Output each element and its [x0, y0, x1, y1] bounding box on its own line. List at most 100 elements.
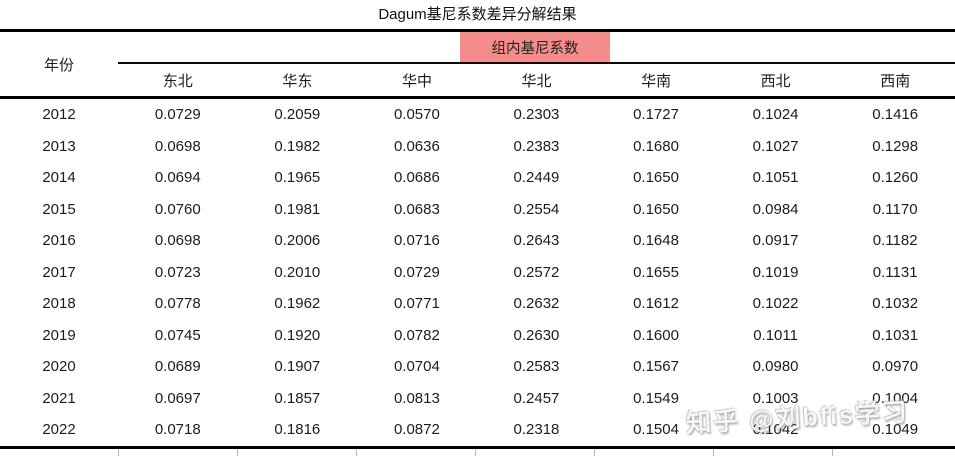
- value-cell: 0.0718: [154, 421, 201, 439]
- value-cell: 0.0683: [393, 200, 440, 218]
- table-row: 2018 0.0778 0.1962 0.0771 0.2632 0.1612 0.1022…: [0, 288, 955, 320]
- value-cell: 0.0745: [154, 326, 201, 344]
- year-cell: 2016: [42, 232, 76, 250]
- column-divider-tick: [832, 449, 833, 456]
- value-cell: 0.1549: [633, 389, 679, 407]
- year-cell: 2014: [42, 169, 76, 187]
- table-row: 2014 0.0694 0.1965 0.0686 0.2449 0.1650 0.1051…: [0, 162, 955, 194]
- year-cell: 2012: [42, 106, 76, 124]
- value-cell: 0.0917: [752, 232, 799, 250]
- value-cell: 0.0686: [393, 169, 440, 187]
- value-cell: 0.2303: [513, 106, 560, 124]
- table-row: 2012 0.0729 0.2059 0.0570 0.2303 0.1727 0.1024…: [0, 99, 955, 131]
- year-cell: 2019: [42, 326, 76, 344]
- region-header-huabei: 华北: [521, 72, 552, 90]
- value-cell: 0.2630: [513, 326, 560, 344]
- value-cell: 0.1920: [274, 326, 321, 344]
- region-header-xinan: 西南: [880, 72, 911, 90]
- group-gini-badge: 组内基尼系数: [460, 32, 610, 62]
- year-cell: 2013: [42, 137, 76, 155]
- value-cell: 0.1981: [274, 200, 321, 218]
- value-cell: 0.1003: [752, 389, 799, 407]
- column-divider-tick: [237, 449, 238, 456]
- value-cell: 0.2554: [513, 200, 560, 218]
- value-cell: 0.0689: [154, 358, 201, 376]
- value-cell: 0.1182: [872, 232, 918, 250]
- value-cell: 0.1648: [633, 232, 679, 250]
- value-cell: 0.0729: [393, 263, 440, 281]
- region-header-dongbei: 东北: [162, 72, 193, 90]
- top-rule: [0, 29, 955, 32]
- value-cell: 0.1965: [274, 169, 321, 187]
- value-cell: 0.1131: [872, 263, 918, 281]
- value-cell: 0.1011: [753, 326, 798, 344]
- table-row: 2021 0.0697 0.1857 0.0813 0.2457 0.1549 0.1003…: [0, 383, 955, 415]
- bottom-rule: [0, 446, 955, 449]
- value-cell: 0.0716: [393, 232, 440, 250]
- value-cell: 0.0698: [154, 232, 201, 250]
- value-cell: 0.0771: [393, 295, 440, 313]
- value-cell: 0.1298: [872, 137, 919, 155]
- value-cell: 0.0970: [872, 358, 919, 376]
- value-cell: 0.1051: [752, 169, 799, 187]
- header-bottom-rule: [0, 96, 955, 99]
- value-cell: 0.1042: [752, 421, 799, 439]
- value-cell: 0.1567: [633, 358, 679, 376]
- table-row: 2022 0.0718 0.1816 0.0872 0.2318 0.1504 0.1042…: [0, 414, 955, 446]
- value-cell: 0.1170: [872, 200, 918, 218]
- region-header-huazhong: 华中: [401, 72, 432, 90]
- gini-data-table: 2012 0.0729 0.2059 0.0570 0.2303 0.1727 0.1024…: [0, 99, 955, 446]
- value-cell: 0.1650: [633, 200, 679, 218]
- value-cell: 0.2643: [513, 232, 560, 250]
- value-cell: 0.1727: [633, 106, 679, 124]
- value-cell: 0.2632: [513, 295, 560, 313]
- value-cell: 0.1260: [872, 169, 919, 187]
- value-cell: 0.0778: [154, 295, 201, 313]
- table-row: 2015 0.0760 0.1981 0.0683 0.2554 0.1650 0.0984…: [0, 194, 955, 226]
- value-cell: 0.1650: [633, 169, 679, 187]
- value-cell: 0.1600: [633, 326, 679, 344]
- value-cell: 0.1019: [752, 263, 799, 281]
- region-header-huadong: 华东: [282, 72, 313, 90]
- column-divider-tick: [356, 449, 357, 456]
- value-cell: 0.2010: [274, 263, 321, 281]
- value-cell: 0.1049: [872, 421, 919, 439]
- year-column-header: 年份: [43, 56, 74, 74]
- value-cell: 0.2583: [513, 358, 560, 376]
- value-cell: 0.2059: [274, 106, 321, 124]
- value-cell: 0.0813: [393, 389, 440, 407]
- value-cell: 0.0704: [393, 358, 440, 376]
- value-cell: 0.2572: [513, 263, 560, 281]
- value-cell: 0.2457: [513, 389, 560, 407]
- table-title: Dagum基尼系数差异分解结果: [378, 6, 577, 23]
- value-cell: 0.1022: [752, 295, 799, 313]
- year-cell: 2017: [42, 263, 76, 281]
- value-cell: 0.0697: [154, 389, 201, 407]
- column-divider-tick: [713, 449, 714, 456]
- region-header-row: 东北 华东 华中 华北 华南 西北 西南: [118, 64, 955, 96]
- value-cell: 0.1857: [274, 389, 321, 407]
- value-cell: 0.2006: [274, 232, 321, 250]
- value-cell: 0.1962: [274, 295, 321, 313]
- column-divider-tick: [475, 449, 476, 456]
- year-cell: 2015: [42, 200, 76, 218]
- table-row: 2019 0.0745 0.1920 0.0782 0.2630 0.1600 0.1011…: [0, 320, 955, 352]
- value-cell: 0.1655: [633, 263, 679, 281]
- value-cell: 0.0980: [752, 358, 799, 376]
- value-cell: 0.0636: [393, 137, 440, 155]
- year-cell: 2020: [42, 358, 76, 376]
- value-cell: 0.2383: [513, 137, 560, 155]
- table-row: 2013 0.0698 0.1982 0.0636 0.2383 0.1680 0.1027…: [0, 131, 955, 163]
- year-cell: 2018: [42, 295, 76, 313]
- value-cell: 0.1024: [752, 106, 799, 124]
- value-cell: 0.1031: [872, 326, 919, 344]
- value-cell: 0.0723: [154, 263, 201, 281]
- table-body: 2012 0.0729 0.2059 0.0570 0.2303 0.1727 0.1024…: [0, 99, 955, 446]
- subheader-rule: [118, 62, 955, 64]
- value-cell: 0.0984: [752, 200, 799, 218]
- value-cell: 0.0729: [154, 106, 201, 124]
- value-cell: 0.2318: [513, 421, 560, 439]
- column-divider-tick: [118, 449, 119, 456]
- value-cell: 0.0872: [393, 421, 440, 439]
